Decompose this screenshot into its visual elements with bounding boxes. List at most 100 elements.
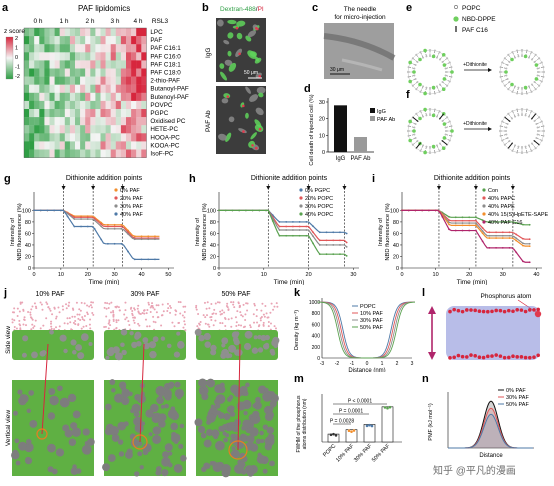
needle-shape [323, 33, 396, 61]
water-molecule [139, 312, 142, 315]
phosphorus-atom [519, 355, 524, 359]
nbd-outer [441, 87, 446, 92]
lipid-head [521, 49, 523, 51]
water-molecule [162, 310, 165, 313]
heatmap-cell [44, 92, 50, 102]
heatmap-cell [64, 76, 71, 85]
paf-cluster [215, 440, 225, 451]
g-point [100, 225, 103, 228]
water-molecule [221, 309, 224, 312]
nbd-inner [418, 82, 422, 87]
n-area-2 [448, 414, 534, 448]
water-molecule [223, 311, 226, 314]
panel-b-title: Dextran-488/PI [220, 6, 264, 13]
phosphorus-atom [498, 308, 503, 313]
water-molecule [142, 309, 145, 312]
heatmap-cell [34, 36, 40, 45]
water-molecule [45, 317, 48, 320]
h-point [298, 225, 301, 228]
heatmap-cell [29, 117, 35, 126]
g-point [147, 238, 150, 241]
heatmap-cell [80, 52, 86, 61]
lipid-head [517, 86, 520, 89]
i-point [427, 209, 430, 212]
lipid-head [438, 149, 441, 152]
cell [245, 35, 252, 42]
paf-cluster [230, 449, 240, 459]
heatmap-cell [59, 100, 65, 110]
heatmap-cell [80, 141, 86, 150]
water-molecule [104, 325, 107, 328]
heatmap-cell [100, 133, 106, 142]
water-molecule [30, 328, 33, 331]
h-title: Dithionite addition points [251, 175, 328, 182]
heatmap-cell [100, 125, 106, 134]
lipid-head [542, 75, 545, 78]
i-ytick-label: 20 [393, 254, 399, 260]
paf-cluster [152, 426, 162, 435]
nbd-inner [431, 144, 436, 149]
heatmap-cell [75, 125, 81, 134]
i-series-4 [402, 209, 530, 263]
paf-cluster [114, 352, 123, 361]
needle-reflection [341, 58, 383, 72]
water-molecule [78, 308, 81, 311]
i-point [468, 222, 471, 224]
lipid-head [501, 80, 504, 83]
i-addition-arrow [473, 186, 478, 190]
heatmap-cell [29, 92, 35, 102]
panel-j: j 10% PAF 30% PAF 50% PAF Side view Vert… [0, 284, 290, 481]
lipid-head [416, 61, 419, 64]
i-point [481, 219, 484, 222]
needle-title-line1: The needle [344, 6, 377, 13]
paf-cluster [15, 460, 21, 466]
lipid-head [534, 88, 537, 91]
d-legend-label: PAF Ab [377, 117, 395, 123]
h-point [339, 244, 341, 246]
heatmap-cell [29, 125, 35, 134]
water-molecule [75, 301, 78, 304]
heatmap-cell [29, 52, 35, 61]
heatmap-cell [80, 117, 86, 126]
paf-cluster [71, 427, 82, 437]
m-point [352, 429, 356, 432]
heatmap-cell [75, 60, 81, 69]
lipid-head [429, 87, 431, 89]
water-molecule [69, 321, 72, 324]
lipid-head [536, 67, 539, 70]
paf-cluster [271, 339, 279, 347]
water-molecule [31, 305, 34, 308]
heatmap-border [23, 27, 147, 158]
heatmap-cell [120, 92, 127, 102]
k-xtick-label: 1 [381, 361, 384, 367]
heatmap-cell [110, 149, 116, 158]
water-molecule [67, 304, 70, 307]
panel-c-svg: c The needle for micro-injection 30 μm [312, 2, 396, 79]
water-molecule [246, 309, 249, 312]
water-molecule [53, 306, 56, 309]
water-molecule [58, 325, 61, 328]
heatmap-cell [85, 68, 91, 77]
paf-cluster [265, 439, 271, 445]
heatmap-cell [54, 44, 60, 53]
heatmap-cell [39, 125, 45, 134]
water-molecule [171, 321, 174, 324]
lipid-head [542, 125, 545, 128]
phosphorus-atom [452, 307, 456, 312]
h-point [285, 229, 288, 231]
g-point [53, 209, 56, 212]
heatmap-cell [39, 44, 45, 53]
lipid-head [530, 110, 533, 113]
lipid-head [419, 149, 422, 152]
paf-cluster [26, 408, 32, 414]
heatmap-cell [141, 149, 147, 158]
heatmap-cell [80, 76, 86, 85]
cell [218, 133, 227, 141]
heatmap-cell [34, 84, 40, 93]
paf-cluster [226, 405, 234, 414]
heatmap-cell [126, 84, 132, 93]
water-molecule [169, 311, 172, 314]
i-point [414, 209, 417, 212]
n-legend-label: 50% PAF [506, 402, 529, 408]
heatmap-cell [44, 100, 50, 110]
